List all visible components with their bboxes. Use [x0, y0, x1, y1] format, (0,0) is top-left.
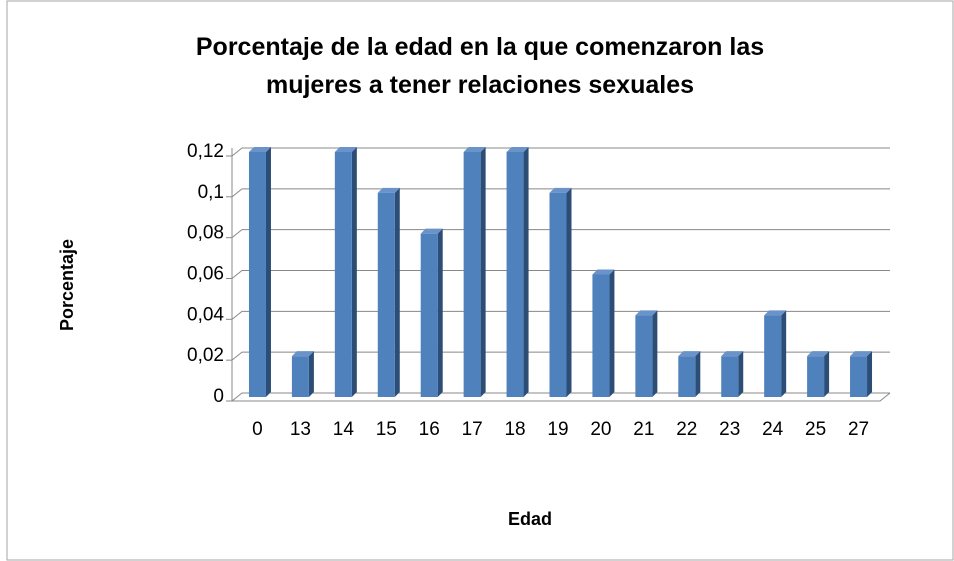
bar-top [678, 351, 701, 357]
bar-top [721, 351, 744, 357]
x-tick-label: 18 [504, 419, 525, 440]
bar [592, 274, 610, 397]
grid-line [231, 229, 890, 239]
bar [635, 315, 653, 397]
x-tick-label: 21 [633, 419, 654, 440]
bar-top [334, 147, 357, 152]
bar [334, 152, 352, 397]
bar-top [463, 147, 486, 152]
bar-top [635, 310, 658, 316]
bar-side [351, 147, 357, 397]
bar-side [609, 269, 615, 397]
bar [420, 233, 438, 397]
x-tick-label: 25 [805, 419, 826, 440]
bar-top [420, 228, 443, 234]
x-tick-label: 16 [419, 419, 440, 440]
bar-top [807, 351, 830, 357]
bar [764, 315, 782, 397]
grid-line [231, 270, 890, 279]
bar [377, 192, 395, 397]
bar-top [248, 147, 271, 152]
bar-side [652, 310, 658, 397]
bar [463, 152, 481, 397]
bar-side [867, 351, 873, 397]
grid-line [231, 147, 890, 157]
x-tick-label: 19 [547, 419, 568, 440]
y-tick-label: 0,02 [187, 345, 224, 366]
bar-top [291, 351, 314, 357]
x-tick-label: 17 [462, 419, 483, 440]
x-tick-label: 24 [762, 419, 784, 440]
bar-top [850, 351, 873, 357]
bar-side [566, 187, 572, 397]
x-axis-label: Edad [508, 509, 552, 529]
bar [506, 152, 524, 397]
chart-title: Porcentaje de la edad en la que comenzar… [195, 33, 765, 99]
bar-top [549, 187, 572, 193]
y-tick-label: 0,1 [198, 182, 224, 203]
bar-side [781, 310, 787, 397]
bar-side [394, 187, 400, 397]
bar-top [592, 269, 615, 275]
x-tick-label: 14 [333, 419, 355, 440]
bar-side [480, 147, 486, 397]
bar [549, 192, 567, 397]
grid-line [231, 310, 890, 320]
grid-line [231, 188, 890, 198]
bar [291, 356, 309, 397]
grid-line [231, 392, 890, 402]
bar-side [265, 147, 271, 397]
bar-top [764, 310, 787, 316]
y-tick-label: 0,08 [187, 223, 224, 244]
x-tick-label: 15 [376, 419, 397, 440]
x-tick-label: 13 [290, 419, 311, 440]
y-axis-label: Porcentaje [57, 239, 77, 331]
bar-top [377, 187, 400, 193]
bar-top [506, 147, 529, 152]
bar [678, 356, 696, 397]
x-tick-label: 0 [252, 419, 263, 440]
bar-side [824, 351, 830, 397]
bar-side [695, 351, 701, 397]
x-tick-label: 23 [719, 419, 740, 440]
y-tick-label: 0,04 [187, 304, 224, 325]
bar-side [308, 351, 314, 397]
x-tick-label: 27 [848, 419, 869, 440]
bar [721, 356, 739, 397]
y-tick-label: 0 [213, 386, 224, 407]
floor-edge [232, 392, 891, 402]
bar [248, 152, 266, 397]
bar-side [738, 351, 744, 397]
bar [850, 356, 868, 397]
bar-side [437, 228, 443, 397]
y-tick-label: 0,06 [187, 264, 224, 285]
y-tick-label: 0,12 [187, 141, 224, 162]
x-tick-label: 20 [590, 419, 611, 440]
grid-line [231, 351, 890, 361]
bar-side [523, 147, 529, 397]
x-tick-label: 22 [676, 419, 697, 440]
bar [807, 356, 825, 397]
